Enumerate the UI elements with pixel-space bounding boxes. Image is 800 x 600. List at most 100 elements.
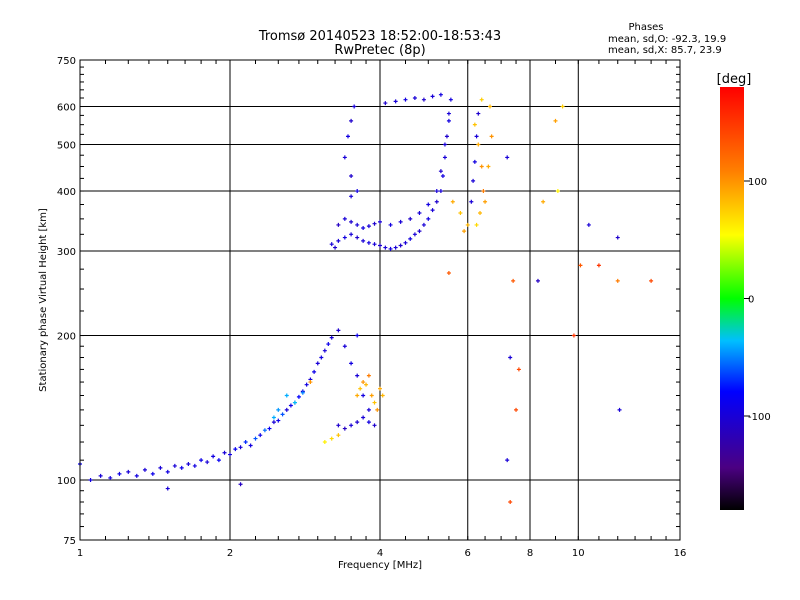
plot-frame [79, 59, 681, 541]
data-point [276, 418, 281, 423]
data-point [553, 118, 558, 123]
data-point [478, 211, 483, 216]
y-tick-label: 300 [57, 247, 76, 258]
data-point [617, 407, 622, 412]
data-point [486, 164, 491, 169]
colorbar-tick-label: -100 [748, 412, 771, 423]
data-point [342, 235, 347, 240]
data-point [296, 394, 301, 399]
data-point [349, 118, 354, 123]
data-point [326, 342, 331, 347]
data-point [342, 155, 347, 160]
data-point [165, 469, 170, 474]
data-point [361, 226, 366, 231]
data-point [388, 246, 393, 251]
data-point [442, 142, 447, 147]
data-point [222, 450, 227, 455]
data-point [578, 263, 583, 268]
data-point [649, 278, 654, 283]
data-point [434, 199, 439, 204]
x-tick-label: 2 [227, 548, 233, 559]
data-point [372, 221, 377, 226]
data-point [508, 499, 513, 504]
data-point [88, 478, 93, 483]
data-point [192, 463, 197, 468]
data-point [243, 440, 248, 445]
data-point [322, 348, 327, 353]
data-point [329, 436, 334, 441]
data-point [117, 471, 122, 476]
data-point [393, 99, 398, 104]
data-point [276, 407, 281, 412]
data-point [383, 245, 388, 250]
data-point [444, 134, 449, 139]
data-point [372, 423, 377, 428]
data-point [361, 380, 366, 385]
data-point [438, 92, 443, 97]
data-point [267, 426, 272, 431]
data-point [481, 189, 486, 194]
data-point [361, 393, 366, 398]
data-point [172, 463, 177, 468]
data-point [315, 361, 320, 366]
y-tick-label: 600 [57, 103, 76, 114]
data-point [134, 473, 139, 478]
data-point [211, 454, 216, 459]
data-point [284, 407, 289, 412]
data-point [446, 270, 451, 275]
data-point [426, 202, 431, 207]
data-point [349, 232, 354, 237]
data-point [417, 211, 422, 216]
colorbar [720, 87, 744, 510]
data-point [336, 423, 341, 428]
data-point [469, 199, 474, 204]
data-point [398, 243, 403, 248]
colorbar-label: [deg] [717, 72, 752, 87]
data-point [228, 452, 232, 457]
data-point [355, 393, 360, 398]
data-point [408, 216, 413, 221]
data-point [349, 194, 354, 199]
data-point [366, 420, 371, 425]
data-point [421, 97, 426, 102]
data-point [508, 355, 513, 360]
data-point [372, 242, 377, 247]
data-point [284, 393, 289, 398]
data-point [253, 436, 258, 441]
data-point [378, 386, 382, 391]
data-point [516, 367, 521, 372]
data-point [238, 482, 243, 487]
data-point [142, 467, 147, 472]
data-point [300, 390, 305, 395]
data-point [472, 159, 477, 164]
data-point [488, 104, 493, 109]
data-point [364, 382, 369, 387]
data-point [458, 211, 463, 216]
data-point [292, 400, 297, 405]
data-point [403, 97, 408, 102]
data-point [596, 263, 601, 268]
data-point [426, 216, 431, 221]
colorbar-ticks: 100 0 -100 [744, 177, 771, 423]
y-tick-label: 750 [57, 56, 76, 67]
data-point [474, 222, 479, 227]
data-point [288, 403, 293, 408]
data-point [476, 142, 481, 147]
data-point [403, 240, 408, 245]
data-point [336, 238, 341, 243]
x-tick-label: 16 [674, 548, 687, 559]
data-point [375, 407, 380, 412]
data-point [179, 465, 184, 470]
data-point [361, 415, 366, 420]
data-point [505, 155, 510, 160]
data-point [378, 219, 382, 224]
colorbar-tick-label: 0 [748, 295, 754, 306]
data-point [366, 240, 371, 245]
data-point [349, 423, 354, 428]
data-point [262, 428, 267, 433]
x-tick-label: 10 [572, 548, 585, 559]
data-point [505, 458, 510, 463]
data-point [248, 443, 253, 448]
data-point [336, 328, 341, 333]
data-point [342, 344, 347, 349]
